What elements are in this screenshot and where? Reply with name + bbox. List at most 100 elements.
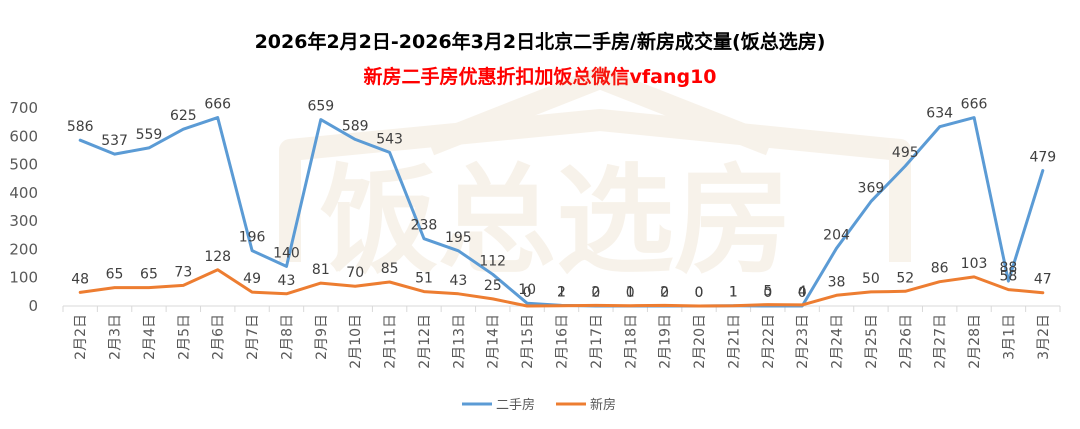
data-label-newhouse: 52 — [896, 270, 914, 286]
x-tick-label: 2月21日 — [726, 314, 742, 369]
data-label-newhouse: 1 — [557, 285, 566, 301]
data-label-newhouse: 4 — [798, 284, 807, 300]
data-label-secondhand: 495 — [892, 145, 919, 161]
data-label-secondhand: 666 — [961, 97, 988, 113]
x-tick-label: 2月25日 — [864, 314, 880, 369]
data-label-newhouse: 73 — [174, 264, 192, 280]
data-label-secondhand: 666 — [204, 97, 231, 113]
y-tick-label: 600 — [9, 127, 38, 145]
chart-title: 2026年2月2日-2026年3月2日北京二手房/新房成交量(饭总选房) — [255, 30, 826, 53]
data-label-secondhand: 559 — [136, 127, 163, 143]
data-label-secondhand: 2 — [557, 284, 566, 300]
data-label-newhouse: 1 — [729, 285, 738, 301]
data-label-newhouse: 65 — [140, 267, 158, 283]
x-tick-label: 2月20日 — [692, 314, 708, 369]
data-label-secondhand: 196 — [239, 230, 266, 246]
x-tick-label: 2月10日 — [348, 314, 364, 369]
chart-subtitle: 新房二手房优惠折扣加饭总微信vfang10 — [363, 65, 716, 88]
data-label-newhouse: 58 — [1000, 269, 1018, 285]
data-label-secondhand: 586 — [67, 119, 94, 135]
data-label-secondhand: 479 — [1029, 150, 1056, 166]
y-tick-label: 200 — [9, 240, 38, 258]
data-label-newhouse: 47 — [1034, 272, 1052, 288]
data-label-secondhand: 0 — [695, 285, 704, 301]
legend-label-newhouse: 新房 — [590, 397, 616, 413]
data-label-secondhand: 10 — [518, 282, 536, 298]
x-tick-label: 2月17日 — [589, 314, 605, 369]
data-label-newhouse: 128 — [204, 249, 231, 265]
data-label-newhouse: 48 — [71, 271, 89, 287]
data-label-secondhand: 589 — [342, 118, 369, 134]
x-tick-label: 2月9日 — [314, 314, 330, 360]
x-tick-label: 2月15日 — [520, 314, 536, 369]
x-tick-label: 2月6日 — [211, 314, 227, 360]
x-tick-label: 2月26日 — [898, 314, 914, 369]
data-label-newhouse: 85 — [381, 261, 399, 277]
data-label-secondhand: 88 — [1000, 260, 1018, 276]
data-label-newhouse: 2 — [660, 284, 669, 300]
y-tick-label: 500 — [9, 156, 38, 174]
data-label-secondhand: 112 — [479, 253, 506, 269]
y-tick-label: 700 — [9, 99, 38, 117]
x-tick-label: 2月28日 — [967, 314, 983, 369]
y-tick-label: 300 — [9, 212, 38, 230]
y-tick-label: 100 — [9, 269, 38, 287]
x-tick-label: 2月8日 — [279, 314, 295, 360]
data-label-secondhand: 0 — [626, 285, 635, 301]
data-label-secondhand: 625 — [170, 108, 197, 124]
x-tick-label: 2月23日 — [795, 314, 811, 369]
data-label-newhouse: 0 — [695, 285, 704, 301]
data-label-secondhand: 204 — [823, 227, 850, 243]
x-tick-label: 2月2日 — [73, 314, 89, 360]
x-tick-label: 3月1日 — [1001, 314, 1017, 360]
x-tick-label: 2月22日 — [761, 314, 777, 369]
x-tick-label: 2月4日 — [142, 314, 158, 360]
x-tick-label: 2月27日 — [933, 314, 949, 369]
x-tick-label: 2月16日 — [555, 314, 571, 369]
x-tick-label: 2月13日 — [451, 314, 467, 369]
legend-label-secondhand: 二手房 — [496, 397, 535, 413]
data-label-secondhand: 0 — [660, 285, 669, 301]
x-tick-label: 2月24日 — [830, 314, 846, 369]
data-label-secondhand: 0 — [798, 285, 807, 301]
data-label-newhouse: 38 — [828, 274, 846, 290]
x-tick-label: 2月18日 — [623, 314, 639, 369]
data-label-newhouse: 50 — [862, 271, 880, 287]
data-label-newhouse: 51 — [415, 271, 433, 287]
data-label-secondhand: 634 — [926, 106, 953, 122]
data-label-secondhand: 543 — [376, 131, 403, 147]
data-label-secondhand: 659 — [307, 99, 334, 115]
data-label-secondhand: 369 — [858, 181, 885, 197]
data-label-newhouse: 2 — [591, 284, 600, 300]
data-label-secondhand: 0 — [763, 285, 772, 301]
data-label-newhouse: 43 — [449, 273, 467, 289]
legend: 二手房 新房 — [462, 397, 616, 413]
x-tick-label: 2月12日 — [417, 314, 433, 369]
data-label-secondhand: 0 — [591, 285, 600, 301]
data-label-newhouse: 86 — [931, 261, 949, 277]
y-axis: 0 100 200 300 400 500 600 700 — [9, 99, 38, 315]
data-label-newhouse: 103 — [961, 256, 988, 272]
x-tick-label: 2月11日 — [383, 314, 399, 369]
x-tick-label: 2月19日 — [658, 314, 674, 369]
data-label-secondhand: 140 — [273, 245, 300, 261]
x-tick-label: 2月5日 — [176, 314, 192, 360]
data-label-newhouse: 81 — [312, 262, 330, 278]
series-line-newhouse — [78, 268, 1045, 308]
data-label-secondhand: 195 — [445, 230, 472, 246]
data-label-newhouse: 43 — [278, 273, 296, 289]
x-tick-label: 2月3日 — [108, 314, 124, 360]
x-tick-label: 2月7日 — [245, 314, 261, 360]
y-tick-label: 0 — [28, 297, 38, 315]
data-label-newhouse: 25 — [484, 278, 502, 294]
data-label-newhouse: 65 — [106, 267, 124, 283]
x-tick-label: 3月2日 — [1036, 314, 1052, 360]
watermark-logo: 饭总选房 — [279, 67, 911, 290]
data-label-newhouse: 5 — [763, 284, 772, 300]
x-axis: 2月2日 2月3日 2月4日 2月5日 2月6日 2月7日 2月8日 2月9日 2月10日 2月1… — [62, 306, 1061, 369]
data-label-newhouse: 0 — [523, 285, 532, 301]
data-label-newhouse: 49 — [243, 271, 261, 287]
y-tick-label: 400 — [9, 184, 38, 202]
data-label-newhouse: 1 — [626, 285, 635, 301]
